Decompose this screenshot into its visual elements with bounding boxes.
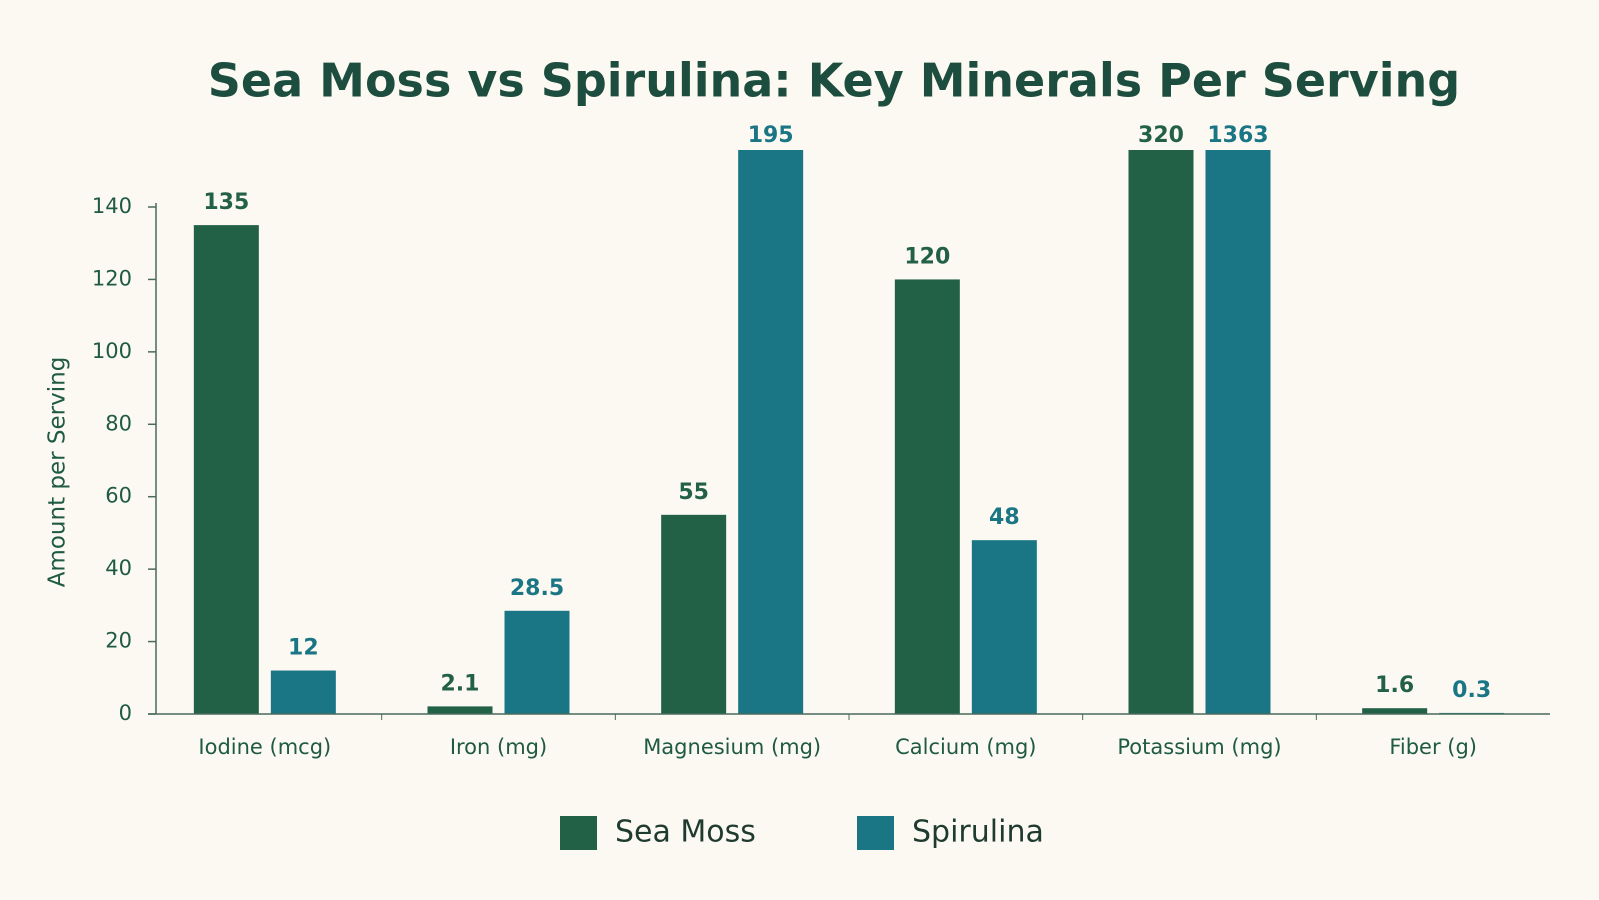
y-tick-label: 0 [119,701,132,725]
y-tick-label: 140 [92,194,132,218]
legend-swatch [857,816,894,850]
y-tick-label: 40 [105,556,132,580]
value-label: 1363 [1207,123,1268,148]
x-tick-label: Calcium (mg) [895,735,1036,759]
bar [1205,150,1271,714]
x-tick-label: Iodine (mcg) [198,735,331,759]
y-tick-label: 100 [92,339,132,363]
x-tick-label: Iron (mg) [450,735,547,759]
value-label: 120 [904,244,950,269]
legend-label: Sea Moss [615,815,756,850]
legend-swatch [560,816,597,850]
value-label: 2.1 [441,671,480,696]
bar [427,706,493,714]
bar [504,610,570,714]
bar [1362,708,1428,714]
bar [894,279,960,714]
value-label: 48 [989,505,1020,530]
y-tick-label: 20 [105,629,132,653]
y-tick-label: 80 [105,411,132,435]
chart-title: Sea Moss vs Spirulina: Key Minerals Per … [208,54,1460,108]
x-tick-label: Potassium (mg) [1117,735,1281,759]
legend-label: Spirulina [912,815,1044,850]
bar [738,150,804,715]
bar [971,540,1037,714]
value-label: 135 [203,190,249,215]
plot-bars [193,150,1505,715]
value-label: 320 [1138,123,1184,148]
y-tick-label: 60 [105,484,132,508]
value-label: 0.3 [1452,678,1491,703]
bar [193,225,259,714]
value-label: 28.5 [510,576,564,601]
bar [661,514,727,714]
y-tick-label: 120 [92,266,132,290]
x-tick-label: Magnesium (mg) [643,735,821,759]
x-tick-label: Fiber (g) [1389,735,1477,759]
value-label: 1.6 [1375,673,1414,698]
value-label: 12 [288,636,319,661]
bar [1128,150,1194,715]
y-axis-title: Amount per Serving [45,357,71,588]
value-label: 195 [748,123,794,148]
bar [270,670,336,714]
value-label: 55 [678,480,709,505]
